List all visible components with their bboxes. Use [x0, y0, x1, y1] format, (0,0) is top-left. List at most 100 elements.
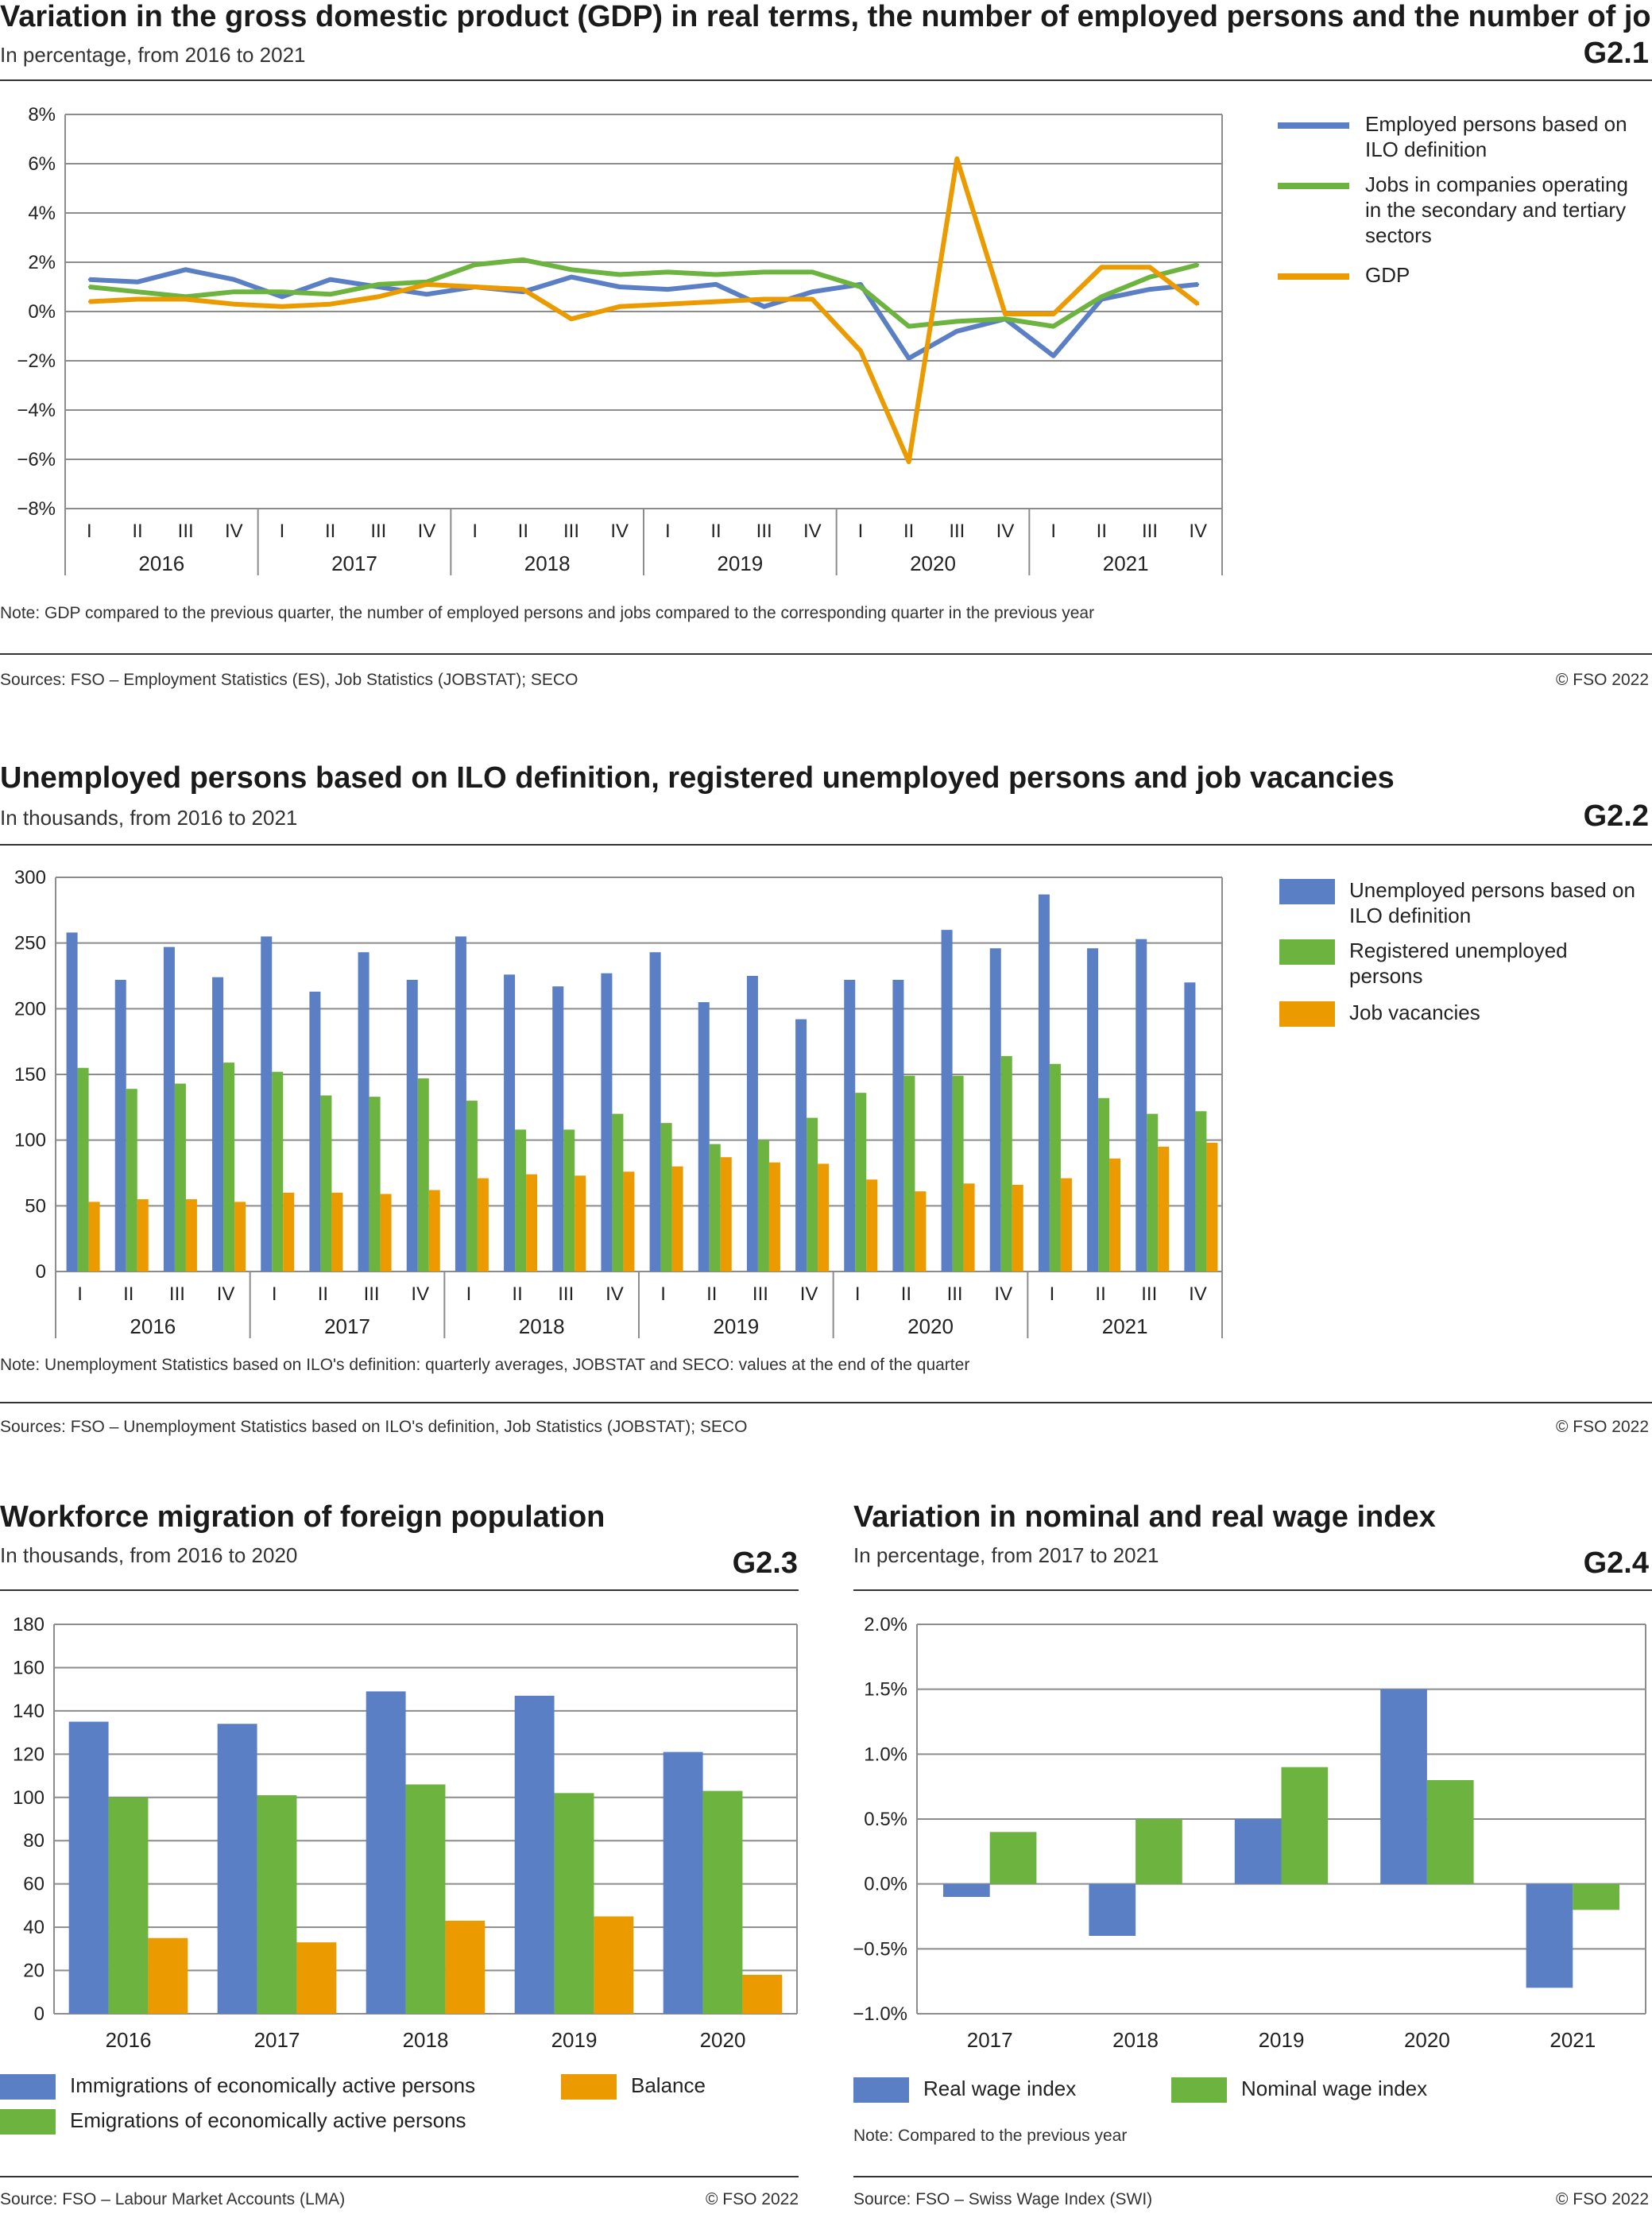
g22-note: Note: Unemployment Statistics based on I… — [0, 1356, 970, 1374]
g22-legend-registered: Registered unemployed persons — [1279, 938, 1645, 989]
g22-y-tick-label: 200 — [14, 998, 46, 1020]
g22-bar — [903, 1075, 915, 1272]
g21-legend-jobs-label: Jobs in companies operating in the secon… — [1365, 172, 1628, 247]
g22-legend-unemployed-swatch — [1279, 879, 1335, 904]
g22-bar — [563, 1129, 575, 1272]
g21-data-point — [1148, 276, 1151, 279]
g22-bar — [768, 1162, 780, 1272]
g22-bar — [1109, 1158, 1121, 1272]
g24-copyright: © FSO 2022 — [1555, 2190, 1649, 2208]
g22-quarter-label: I — [855, 1283, 861, 1305]
g21-y-tick-label: −2% — [17, 350, 56, 372]
g22-bar — [1195, 1111, 1207, 1272]
g24-bar — [989, 1832, 1037, 1884]
g24-subtitle: In percentage, from 2017 to 2021 — [853, 1543, 1159, 1567]
g22-bar — [1147, 1113, 1159, 1272]
g22-bar — [185, 1199, 197, 1272]
g21-quarter-label: I — [87, 521, 92, 542]
g21-series-line-2 — [89, 156, 1200, 465]
g23-legend-balance: Balance — [561, 2073, 799, 2100]
g21-top-rule — [0, 79, 1652, 81]
g21-y-tick-label: 0% — [28, 301, 56, 323]
g22-year-label: 2021 — [1102, 1314, 1148, 1338]
g22-bar — [1049, 1063, 1061, 1272]
g21-data-point — [714, 300, 718, 304]
g21-data-point — [955, 157, 958, 161]
g23-category-label: 2018 — [403, 2028, 449, 2052]
g21-quarter-label: II — [903, 521, 914, 542]
g22-title: Unemployed persons based on ILO definiti… — [0, 761, 1395, 795]
g21-chart-id: G2.1 — [1583, 37, 1649, 70]
g21-data-point — [570, 317, 573, 320]
g21-data-point — [1052, 354, 1055, 358]
g21-quarter-label: II — [710, 521, 721, 542]
g21-quarter-label: III — [178, 521, 194, 542]
g22-y-tick-label: 250 — [14, 933, 46, 954]
g22-quarter-label: IV — [1189, 1283, 1207, 1305]
g22-quarter-label: II — [706, 1283, 717, 1305]
g22-bar — [1136, 939, 1147, 1272]
g22-source: Sources: FSO – Unemployment Statistics b… — [0, 1418, 748, 1436]
g21-data-point — [763, 298, 766, 300]
g21-data-point — [136, 298, 139, 300]
g21-data-point — [280, 290, 284, 293]
g22-bar — [137, 1199, 149, 1272]
g21-data-point — [425, 292, 428, 296]
g23-bar — [296, 1942, 337, 2014]
g21-data-point — [570, 268, 573, 271]
g21-data-point — [1052, 312, 1055, 315]
g24-note: Note: Compared to the previous year — [853, 2127, 1128, 2145]
g22-bar — [1060, 1178, 1072, 1272]
g24-legend-nominal: Nominal wage index — [1171, 2076, 1505, 2103]
g23-legend-balance-label: Balance — [631, 2073, 706, 2097]
g22-legend-registered-label: Registered unemployed persons — [1349, 939, 1568, 988]
g23-bar — [702, 1790, 743, 2014]
g22-quarter-label: I — [272, 1283, 277, 1305]
g21-data-point — [859, 350, 862, 353]
g22-quarter-label: III — [947, 1283, 963, 1305]
g22-legend-registered-swatch — [1279, 939, 1335, 965]
g21-data-point — [136, 290, 139, 293]
g21-source: Sources: FSO – Employment Statistics (ES… — [0, 671, 578, 689]
g22-bar — [515, 1129, 527, 1272]
g21-data-point — [666, 303, 669, 306]
g22-legend-vacancies-label: Job vacancies — [1349, 1001, 1480, 1024]
g22-bar — [320, 1095, 332, 1272]
g23-title: Workforce migration of foreign populatio… — [0, 1500, 605, 1534]
g21-data-point — [1148, 265, 1151, 269]
g22-bar — [1184, 982, 1196, 1272]
g23-chart-id: G2.3 — [732, 1546, 798, 1580]
g22-bottom-rule — [0, 1402, 1652, 1403]
g23-bar — [148, 1937, 188, 2014]
g23-bar — [217, 1724, 257, 2014]
g24-bottom-rule — [853, 2176, 1652, 2177]
g21-legend-gdp-label: GDP — [1365, 263, 1410, 287]
g22-bar — [504, 974, 516, 1272]
g21-year-label: 2021 — [1103, 552, 1149, 575]
g22-bar — [807, 1117, 818, 1272]
g21-legend-employed-swatch — [1278, 122, 1349, 129]
g21-data-point — [232, 303, 235, 306]
g22-copyright: © FSO 2022 — [1555, 1418, 1649, 1436]
g23-bar — [366, 1691, 406, 2014]
g22-bar — [114, 979, 126, 1272]
g22-bar — [309, 991, 321, 1272]
g21-y-tick-label: −4% — [17, 400, 56, 421]
g22-bar — [866, 1179, 878, 1272]
g21-quarter-label: II — [325, 521, 335, 542]
g22-legend-vacancies: Job vacancies — [1279, 1000, 1645, 1027]
g22-bar — [88, 1202, 100, 1272]
g21-legend-jobs-swatch — [1278, 183, 1349, 189]
g21-data-point — [521, 288, 524, 291]
g23-subtitle: In thousands, from 2016 to 2020 — [0, 1543, 298, 1567]
g21-data-point — [1004, 317, 1007, 320]
g22-bar — [234, 1202, 246, 1272]
g21-data-point — [570, 276, 573, 279]
g22-quarter-label: I — [466, 1283, 472, 1305]
g24-y-tick-label: 0.5% — [864, 1809, 907, 1830]
g22-year-label: 2018 — [519, 1314, 565, 1338]
g22-bar — [552, 986, 564, 1272]
g22-y-tick-label: 300 — [14, 867, 46, 888]
g24-bar — [1089, 1883, 1136, 1936]
g22-legend-unemployed: Unemployed persons based on ILO definiti… — [1279, 877, 1645, 928]
